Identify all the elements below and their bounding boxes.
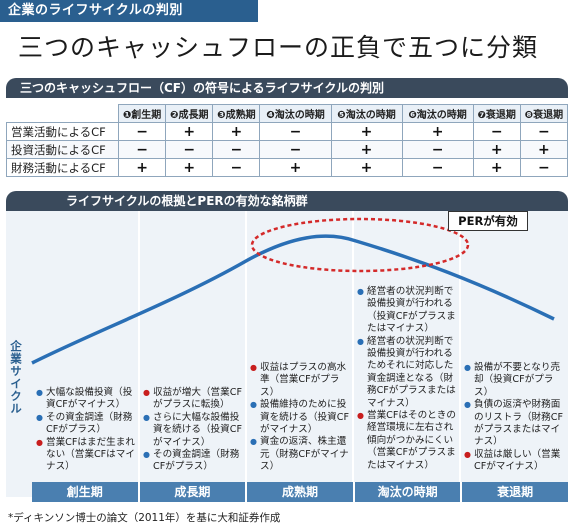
lifecycle-svg (31, 211, 555, 482)
row-label: 財務活動によるCF (6, 158, 119, 177)
row-label: 投資活動によるCF (6, 140, 119, 159)
sign-cell: + (330, 140, 403, 159)
stage-label: 淘汰の時期 (354, 482, 463, 502)
sign-cell: − (117, 122, 167, 141)
stage-axis: 創生期 成長期 成熟期 淘汰の時期 衰退期 (32, 482, 568, 502)
note-item: 大幅な設備投資（投資CFがマイナス） (36, 387, 136, 412)
sign-cell: + (259, 158, 332, 177)
col-header: ❷成長期 (165, 104, 214, 123)
per-effective-ellipse (250, 217, 470, 273)
note-item: 資金の返済、株主還元（財務CFがマイナス） (250, 436, 353, 473)
stage-label: 成熟期 (247, 482, 355, 502)
notes-touta: 経営者の状況判断で設備投資が行われる（投資CFがプラスまたはマイナス） 経営者の… (357, 286, 461, 472)
note-item: その資金調達（財務CFがプラス） (143, 449, 246, 474)
headline: 三つのキャッシュフローの正負で五つに分類 (18, 33, 539, 62)
sign-cell: + (165, 122, 214, 141)
col-header: ❽衰退期 (519, 104, 569, 123)
col-header: ❻淘汰の時期 (401, 104, 474, 123)
sign-cell: − (117, 140, 167, 159)
note-item: 経営者の状況判断で設備投資が行われる（投資CFがプラスまたはマイナス） (357, 286, 461, 336)
sign-cell: − (259, 122, 332, 141)
sign-cell: + (472, 158, 521, 177)
notes-seichou: 収益が増大（営業CFがプラスに転換） さらに大幅な設備投資を続ける（投資CFがマ… (143, 387, 246, 474)
sign-cell: + (117, 158, 167, 177)
col-header: ❼衰退期 (472, 104, 521, 123)
sign-cell: + (519, 140, 569, 159)
stage-label: 創生期 (32, 482, 140, 502)
col-header: ❹淘汰の時期 (259, 104, 332, 123)
sign-cell: − (165, 140, 214, 159)
notes-suitai: 設備が不要となり売却（投資CFがプラス） 負債の返済や財務面のリストラ（財務CF… (464, 362, 566, 474)
sign-cell: + (330, 122, 403, 141)
sign-cell: − (472, 122, 521, 141)
table-corner (6, 104, 119, 123)
note-item: 収益は厳しい（営業CFがマイナス） (464, 449, 566, 474)
cf-sign-table: ❶創生期 ❷成長期 ❸成熟期 ❹淘汰の時期 ❺淘汰の時期 ❻淘汰の時期 ❼衰退期… (6, 104, 569, 177)
table-section-bar: 三つのキャッシュフロー（CF）の符号によるライフサイクルの判別 (6, 78, 568, 98)
chart-section-bar: ライフサイクルの根拠とPERの有効な銘柄群 (6, 191, 568, 211)
row-label: 営業活動によるCF (6, 122, 119, 141)
notes-seijuku: 収益はプラスの高水準（営業CFがプラス） 設備維持のために投資を続ける（投資CF… (250, 362, 353, 474)
table-header-row: ❶創生期 ❷成長期 ❸成熟期 ❹淘汰の時期 ❺淘汰の時期 ❻淘汰の時期 ❼衰退期… (6, 104, 569, 123)
sign-cell: + (165, 158, 214, 177)
note-item: 設備が不要となり売却（投資CFがプラス） (464, 362, 566, 399)
sign-cell: + (472, 140, 521, 159)
col-header: ❺淘汰の時期 (330, 104, 403, 123)
note-item: その資金調達（財務CFがプラス） (36, 412, 136, 437)
lifecycle-curve (31, 234, 555, 365)
table-row: 営業活動によるCF − + + − + + − − (6, 122, 569, 141)
per-effective-label: PERが有効 (448, 211, 528, 231)
note-item: 営業CFはそのときの経営環境に左右され傾向がつかみにくい（営業CFがプラスまたは… (357, 410, 461, 472)
sign-cell: − (259, 140, 332, 159)
table-row: 投資活動によるCF − − − − + − + + (6, 140, 569, 159)
note-item: 経営者の状況判断で設備投資が行われるためそれに対応した資金調達となる（財務CFが… (357, 336, 461, 410)
col-header: ❶創生期 (117, 104, 167, 123)
stage-label: 成長期 (139, 482, 248, 502)
sign-cell: − (519, 122, 569, 141)
sign-cell: − (401, 140, 474, 159)
sign-cell: − (212, 140, 261, 159)
sign-cell: − (401, 158, 474, 177)
note-item: さらに大幅な設備投資を続ける（投資CFがマイナス） (143, 412, 246, 449)
note-item: 収益はプラスの高水準（営業CFがプラス） (250, 362, 353, 399)
sign-cell: + (330, 158, 403, 177)
note-item: 営業CFはまだ生まれない（営業CFはマイナス） (36, 437, 136, 474)
footnote: *ディキンソン博士の論文（2011年）を基に大和証券作成 (8, 512, 281, 524)
sign-cell: − (212, 158, 261, 177)
note-item: 負債の返済や財務面のリストラ（財務CFがプラスまたはマイナス） (464, 399, 566, 449)
sign-cell: − (519, 158, 569, 177)
table-row: 財務活動によるCF + + − + + − + − (6, 158, 569, 177)
note-item: 収益が増大（営業CFがプラスに転換） (143, 387, 246, 412)
sign-cell: + (401, 122, 474, 141)
sign-cell: + (212, 122, 261, 141)
section-tag: 企業のライフサイクルの判別 (0, 0, 258, 22)
note-item: 設備維持のために投資を続ける（投資CFがマイナス） (250, 399, 353, 436)
stage-label: 衰退期 (462, 482, 568, 502)
col-header: ❸成熟期 (212, 104, 261, 123)
y-axis-label: 企業サイクル (9, 340, 23, 415)
notes-sousei: 大幅な設備投資（投資CFがマイナス） その資金調達（財務CFがプラス） 営業CF… (36, 387, 136, 474)
